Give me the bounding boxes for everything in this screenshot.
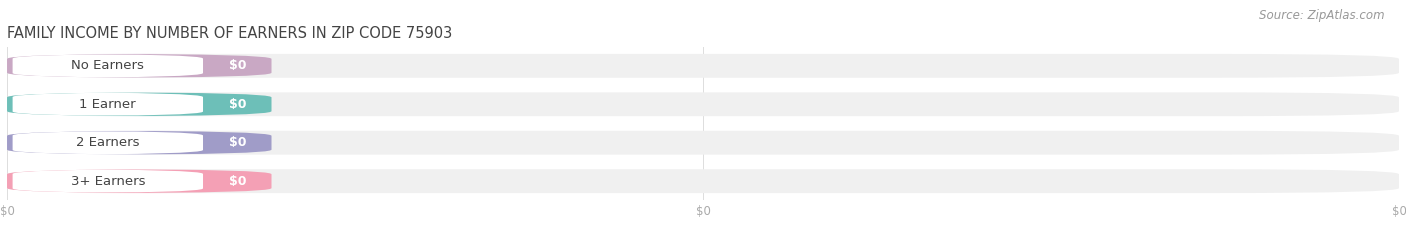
FancyBboxPatch shape bbox=[13, 169, 202, 193]
FancyBboxPatch shape bbox=[13, 93, 202, 116]
Text: $0: $0 bbox=[229, 98, 246, 111]
FancyBboxPatch shape bbox=[7, 54, 1399, 78]
FancyBboxPatch shape bbox=[7, 54, 271, 78]
Text: No Earners: No Earners bbox=[72, 59, 145, 72]
Text: $0: $0 bbox=[229, 59, 246, 72]
FancyBboxPatch shape bbox=[13, 131, 202, 154]
FancyBboxPatch shape bbox=[7, 169, 271, 193]
Text: $0: $0 bbox=[229, 175, 246, 188]
Text: FAMILY INCOME BY NUMBER OF EARNERS IN ZIP CODE 75903: FAMILY INCOME BY NUMBER OF EARNERS IN ZI… bbox=[7, 26, 453, 41]
Text: $0: $0 bbox=[229, 136, 246, 149]
Text: Source: ZipAtlas.com: Source: ZipAtlas.com bbox=[1260, 9, 1385, 22]
FancyBboxPatch shape bbox=[7, 92, 271, 116]
FancyBboxPatch shape bbox=[13, 54, 202, 78]
Text: 1 Earner: 1 Earner bbox=[80, 98, 136, 111]
Text: 2 Earners: 2 Earners bbox=[76, 136, 139, 149]
FancyBboxPatch shape bbox=[7, 92, 1399, 116]
FancyBboxPatch shape bbox=[7, 169, 1399, 193]
FancyBboxPatch shape bbox=[7, 131, 271, 155]
FancyBboxPatch shape bbox=[7, 131, 1399, 155]
Text: 3+ Earners: 3+ Earners bbox=[70, 175, 145, 188]
